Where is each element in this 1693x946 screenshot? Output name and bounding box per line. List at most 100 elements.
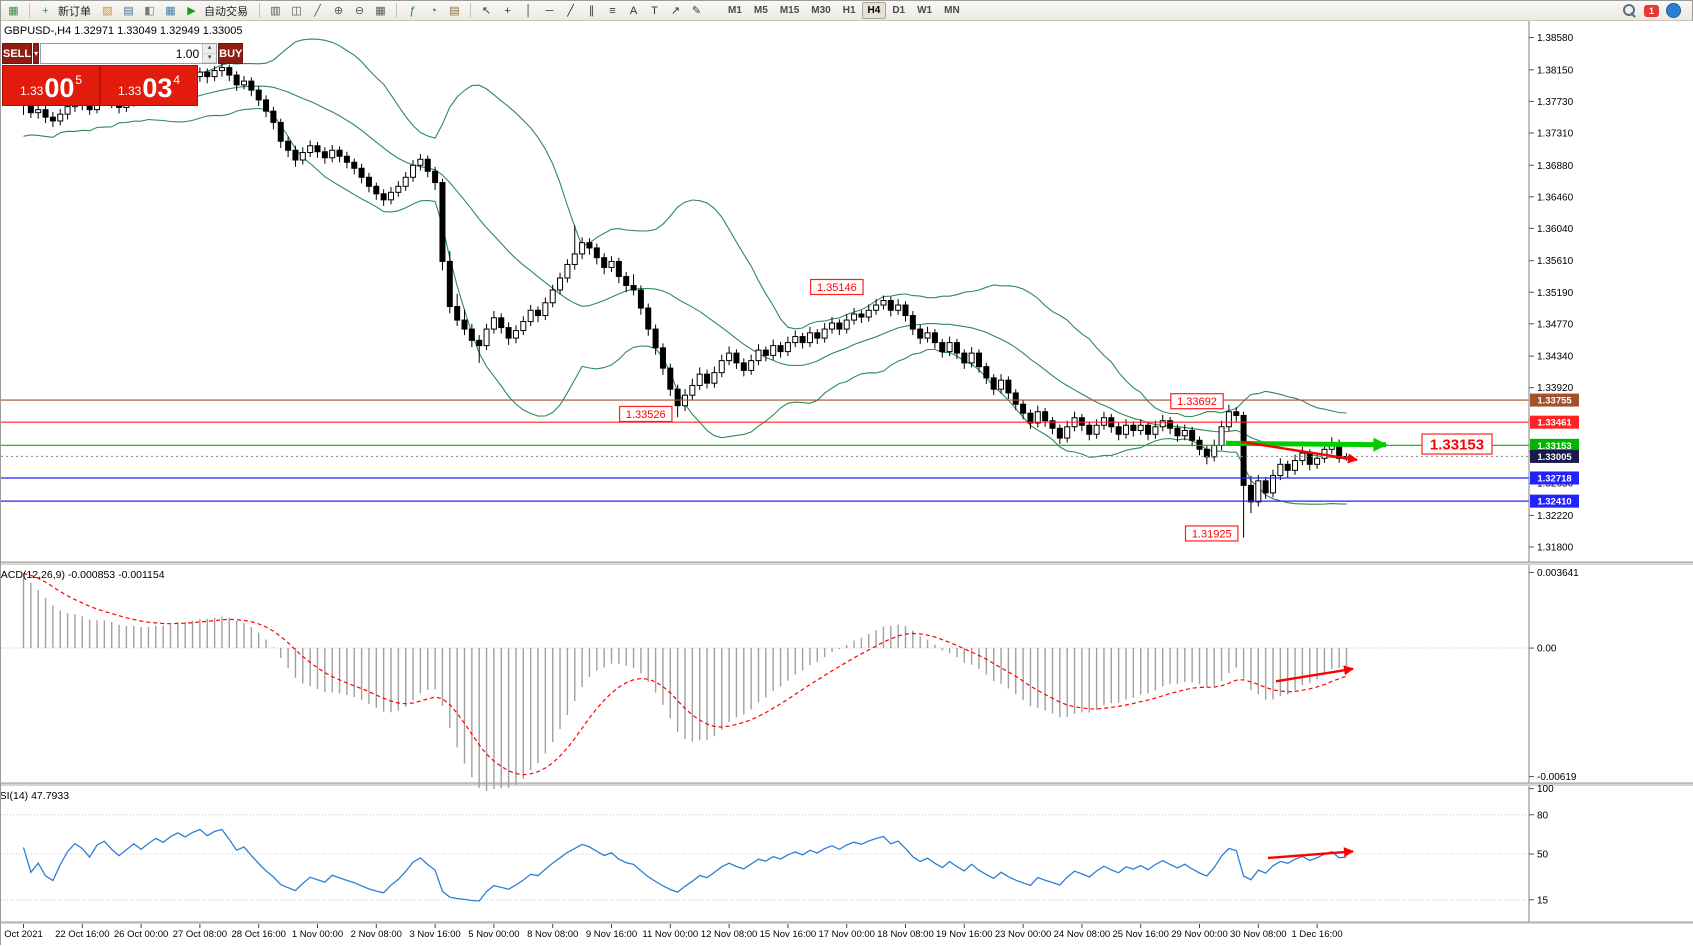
fibonacci-icon[interactable]: ≡ [609, 4, 616, 17]
price-tag-1.33461 [1530, 415, 1579, 429]
ask-price[interactable]: 1.33 03 4 [101, 66, 197, 105]
candlestick-chart-icon[interactable]: ◫ [291, 4, 302, 17]
zoom-out-icon[interactable]: ⊖ [354, 4, 365, 17]
callout-box[interactable] [1184, 525, 1239, 542]
price-callouts: 1.35146 1.33526 1.33692 1.31925 1.33153 [618, 278, 1493, 542]
svg-text:1.33755: 1.33755 [1537, 396, 1572, 407]
new-order-label[interactable]: 新订单 [58, 5, 91, 18]
order-type-dropdown[interactable]: ▾ [33, 43, 40, 64]
lot-decrease-button[interactable]: ▾ [203, 53, 217, 63]
rsi-line [22, 828, 1347, 902]
timeframe-d1[interactable]: D1 [892, 5, 906, 16]
svg-text:1.32220: 1.32220 [1537, 511, 1574, 522]
buy-button[interactable]: BUY [218, 43, 244, 64]
rsi-panel: 100 80 50 15 RSI(14) 47.7933 [1, 784, 1554, 906]
app-status-icon[interactable] [1666, 3, 1681, 18]
lot-increase-button[interactable]: ▴ [203, 44, 217, 54]
svg-text:22 Oct 16:00: 22 Oct 16:00 [55, 929, 109, 940]
crosshair-icon[interactable]: + [504, 4, 511, 17]
market-watch-icon[interactable]: ▤ [123, 4, 134, 17]
timeframe-mn[interactable]: MN [944, 5, 960, 16]
profiles-icon[interactable]: ▨ [102, 4, 113, 17]
price-scale[interactable]: 1.38580 1.38150 1.37730 1.37310 1.36880 1.364… [1528, 21, 1579, 924]
callout-box[interactable] [618, 405, 673, 423]
timeframe-m30[interactable]: M30 [811, 5, 831, 16]
timeframe-m15[interactable]: M15 [779, 5, 800, 16]
svg-text:1.38150: 1.38150 [1537, 65, 1574, 76]
macd-panel: MACD(12,26,9) -0.000853 -0.001154 0.00364… [1, 568, 1579, 791]
callout-box[interactable] [1421, 433, 1493, 455]
lot-size-input[interactable] [41, 44, 203, 63]
svg-text:100: 100 [1537, 784, 1554, 795]
toolbar-separator [396, 3, 397, 18]
zoom-in-icon[interactable]: ⊕ [333, 4, 344, 17]
arrows-icon[interactable]: ↗ [670, 4, 681, 17]
autotrading-icon[interactable]: ▶ [187, 4, 196, 17]
timeframe-h4[interactable]: H4 [861, 2, 887, 19]
indicators-icon[interactable]: ƒ [409, 4, 416, 17]
search-icon[interactable] [1622, 3, 1637, 18]
price-chart-canvas[interactable]: 1.35146 1.33526 1.33692 1.31925 1.33153 GBPUS… [1, 21, 1693, 946]
new-chart-icon[interactable]: ▦ [8, 4, 19, 17]
svg-text:9 Nov 16:00: 9 Nov 16:00 [586, 929, 637, 940]
lot-spinner: ▴ ▾ [202, 44, 217, 63]
panel-separator[interactable] [1, 783, 1693, 786]
current-price-tag [1530, 449, 1579, 463]
timeframe-m1[interactable]: M1 [728, 5, 742, 16]
sell-button[interactable]: SELL [2, 43, 33, 64]
red-trend-arrow[interactable] [1240, 440, 1358, 464]
timeframe-w1[interactable]: W1 [917, 5, 933, 16]
svg-text:1 Nov 00:00: 1 Nov 00:00 [292, 929, 343, 940]
toolbar-separator [29, 3, 30, 18]
svg-text:1.35610: 1.35610 [1537, 256, 1574, 267]
macd-red-arrow[interactable] [1275, 665, 1354, 683]
svg-text:1.33461: 1.33461 [1537, 418, 1572, 429]
svg-text:-0.00619: -0.00619 [1537, 772, 1577, 783]
tile-windows-icon[interactable]: ▦ [375, 4, 386, 17]
label-icon[interactable]: T [651, 4, 658, 17]
terminal-icon[interactable]: ▦ [165, 4, 176, 17]
cursor-icon[interactable]: ↖ [481, 4, 492, 17]
svg-text:1.32718: 1.32718 [1537, 473, 1571, 484]
templates-icon[interactable]: ▤ [449, 4, 460, 17]
line-chart-icon[interactable]: ╱ [314, 4, 321, 17]
svg-text:17 Nov 00:00: 17 Nov 00:00 [818, 929, 875, 940]
time-axis[interactable]: Oct 2021 22 Oct 16:00 26 Oct 00:00 27 Oct 0… [4, 924, 1343, 940]
svg-text:2 Nov 08:00: 2 Nov 08:00 [351, 929, 402, 940]
timeframe-toolbar: M1 M5 M15 M30 H1 H4 D1 W1 MN [722, 2, 966, 19]
chart-title: GBPUSD-,H4 1.32971 1.33049 1.32949 1.330… [4, 25, 243, 37]
svg-text:0.00: 0.00 [1537, 644, 1557, 655]
autotrading-label[interactable]: 自动交易 [204, 5, 248, 18]
panel-separator[interactable] [1, 922, 1693, 924]
callout-box[interactable] [810, 278, 864, 296]
horizontal-line-icon[interactable]: ─ [545, 4, 554, 17]
svg-text:Oct 2021: Oct 2021 [4, 929, 43, 940]
svg-text:18 Nov 08:00: 18 Nov 08:00 [877, 929, 934, 940]
navigator-icon[interactable]: ◧ [144, 4, 155, 17]
price-tag-1.33153 [1530, 438, 1579, 452]
new-order-icon[interactable]: + [42, 4, 49, 17]
text-icon[interactable]: A [629, 4, 638, 17]
svg-text:29 Nov 00:00: 29 Nov 00:00 [1171, 929, 1228, 940]
vertical-line-icon[interactable]: │ [525, 4, 532, 17]
svg-text:11 Nov 00:00: 11 Nov 00:00 [642, 929, 698, 940]
bar-chart-icon[interactable]: ▥ [270, 4, 281, 17]
svg-text:1.37730: 1.37730 [1537, 97, 1574, 108]
notification-badge[interactable]: 1 [1643, 4, 1659, 17]
callout-box[interactable] [1170, 393, 1224, 410]
panel-separator[interactable] [1, 562, 1693, 565]
rsi-red-arrow[interactable] [1267, 847, 1354, 860]
periods-icon[interactable]: ◔ [430, 4, 437, 17]
bid-price[interactable]: 1.33 00 5 [3, 66, 99, 105]
svg-text:28 Oct 16:00: 28 Oct 16:00 [231, 929, 285, 940]
timeframe-h1[interactable]: H1 [842, 5, 856, 16]
pencil-icon[interactable]: ✎ [691, 4, 702, 17]
timeframe-m5[interactable]: M5 [753, 5, 768, 16]
trendline-icon[interactable]: ╱ [567, 4, 574, 17]
svg-text:5 Nov 00:00: 5 Nov 00:00 [468, 929, 519, 940]
channel-icon[interactable]: ∥ [588, 4, 595, 17]
svg-text:1.32410: 1.32410 [1537, 497, 1571, 508]
caret-down-icon: ▾ [34, 49, 39, 58]
ask-pipette: 4 [173, 73, 181, 87]
